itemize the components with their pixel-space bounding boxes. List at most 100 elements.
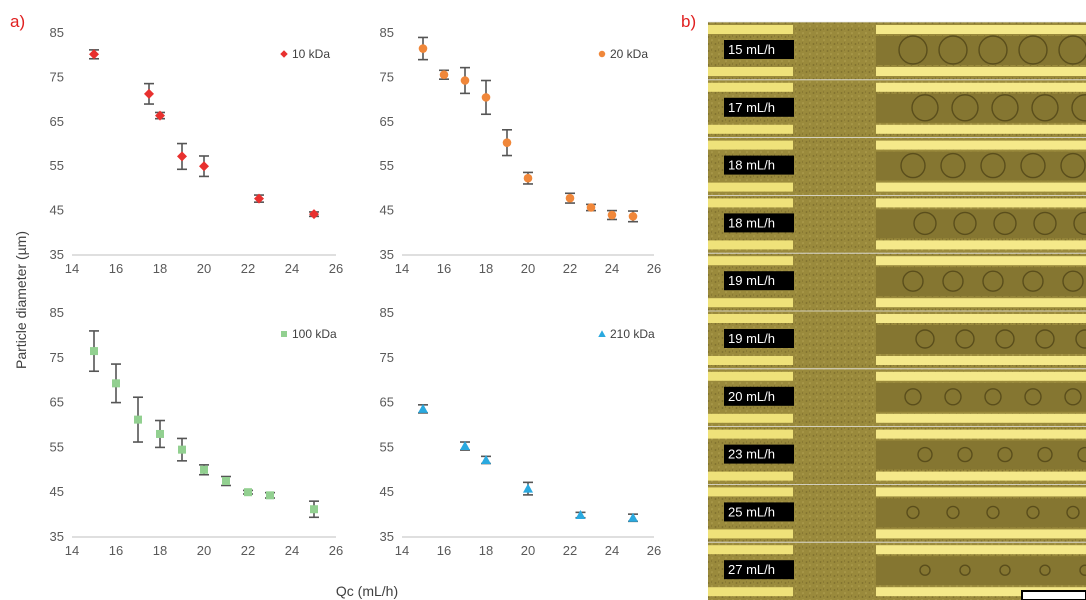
x-tick-label: 26	[329, 543, 343, 558]
y-tick-label: 65	[380, 395, 394, 410]
chart-100kda: 35 45 55 65 75 85 14 16 18 20 22 24 26 100 kDa	[50, 305, 344, 558]
x-tick-label: 14	[65, 261, 79, 276]
data-point	[460, 76, 470, 85]
flow-rate-label-bg	[724, 386, 794, 406]
legend: 210 kDa	[598, 327, 655, 341]
y-axis-label: Particle diameter (µm)	[13, 231, 29, 369]
droplet	[942, 270, 964, 292]
droplet	[984, 388, 1002, 406]
data-point	[222, 477, 230, 485]
droplet	[959, 564, 971, 576]
micrograph-panel: 15 mL/h 17 mL/h 18 mL/h 18 mL/h 19 mL/h 19 mL…	[708, 21, 1086, 600]
flow-rate-label: 25 mL/h	[728, 504, 775, 519]
x-tick-label: 24	[605, 261, 619, 276]
droplet	[944, 388, 962, 406]
droplet	[1073, 211, 1086, 236]
droplet	[900, 152, 926, 179]
y-tick-label: 55	[50, 158, 64, 173]
data-point	[523, 173, 533, 183]
data-point	[481, 454, 491, 464]
legend-marker	[598, 330, 606, 337]
flow-rate-label-bg	[724, 444, 794, 464]
x-tick-label: 26	[329, 261, 343, 276]
y-tick-label: 45	[50, 203, 64, 218]
y-tick-label: 55	[380, 439, 394, 454]
data-point	[254, 193, 264, 204]
data-point	[502, 138, 512, 147]
droplet	[997, 446, 1013, 463]
data-point	[481, 93, 491, 102]
data-point	[90, 347, 98, 356]
legend-label: 10 kDa	[292, 47, 330, 61]
y-tick-label: 85	[50, 305, 64, 320]
x-tick-label: 22	[241, 543, 255, 558]
x-tick-label: 18	[479, 261, 493, 276]
droplet	[1077, 446, 1086, 463]
legend-marker	[281, 331, 287, 337]
data-point	[628, 212, 638, 221]
data-point	[156, 429, 164, 438]
droplet	[995, 329, 1015, 349]
data-point	[628, 512, 638, 522]
legend-label: 20 kDa	[610, 47, 648, 61]
data-point	[244, 488, 252, 497]
y-tick-label: 35	[50, 247, 64, 262]
droplet	[917, 446, 933, 463]
droplet	[980, 152, 1006, 179]
data-point	[565, 193, 575, 203]
droplet	[993, 211, 1017, 236]
legend: 100 kDa	[281, 327, 337, 341]
y-tick-label: 35	[380, 529, 394, 544]
micrograph-strip: 19 mL/h	[708, 252, 1086, 311]
legend-marker	[598, 50, 606, 58]
droplet	[955, 329, 975, 349]
panel-b-label: b)	[681, 12, 696, 31]
y-tick-label: 65	[50, 114, 64, 129]
y-tick-label: 35	[50, 529, 64, 544]
droplet	[1024, 388, 1042, 406]
x-tick-label: 22	[563, 261, 577, 276]
y-tick-label: 45	[380, 203, 394, 218]
y-tick-label: 55	[380, 158, 394, 173]
x-tick-label: 18	[479, 543, 493, 558]
x-tick-label: 20	[197, 261, 211, 276]
micrograph-strip: 18 mL/h	[708, 137, 1086, 196]
x-tick-label: 20	[521, 543, 535, 558]
droplet	[946, 505, 960, 520]
droplet	[898, 35, 928, 65]
data-point	[89, 49, 99, 60]
droplet	[982, 270, 1004, 292]
droplet	[951, 94, 979, 122]
flow-rate-label: 18 mL/h	[728, 215, 775, 230]
flow-rate-label: 27 mL/h	[728, 562, 775, 577]
droplet	[1060, 152, 1086, 179]
data-point	[177, 151, 187, 162]
droplet	[1031, 94, 1059, 122]
droplet	[1079, 564, 1086, 576]
droplet	[1064, 388, 1082, 406]
y-tick-label: 85	[50, 25, 64, 40]
droplet	[986, 505, 1000, 520]
droplet	[904, 388, 922, 406]
micrograph-strip: 17 mL/h	[708, 79, 1086, 138]
flow-rate-label: 19 mL/h	[728, 331, 775, 346]
x-tick-label: 18	[153, 543, 167, 558]
flow-rate-label-bg	[724, 560, 794, 580]
data-point	[178, 445, 186, 454]
flow-rate-label: 17 mL/h	[728, 100, 775, 115]
data-point	[199, 161, 209, 172]
data-point	[310, 505, 318, 514]
chart-10kda: 35 45 55 65 75 85 14 16 18 20 22 24 26 10 kDa	[50, 25, 344, 276]
x-tick-label: 18	[153, 261, 167, 276]
legend: 20 kDa	[598, 47, 648, 61]
droplet	[953, 211, 977, 236]
flow-rate-label: 19 mL/h	[728, 273, 775, 288]
droplet	[1026, 505, 1040, 520]
micrograph-strip: 23 mL/h	[708, 426, 1086, 485]
legend: 10 kDa	[280, 47, 330, 61]
legend-label: 100 kDa	[292, 327, 337, 341]
data-point	[418, 403, 428, 413]
data-point	[460, 441, 470, 451]
droplet	[1022, 270, 1044, 292]
droplet	[919, 564, 931, 576]
